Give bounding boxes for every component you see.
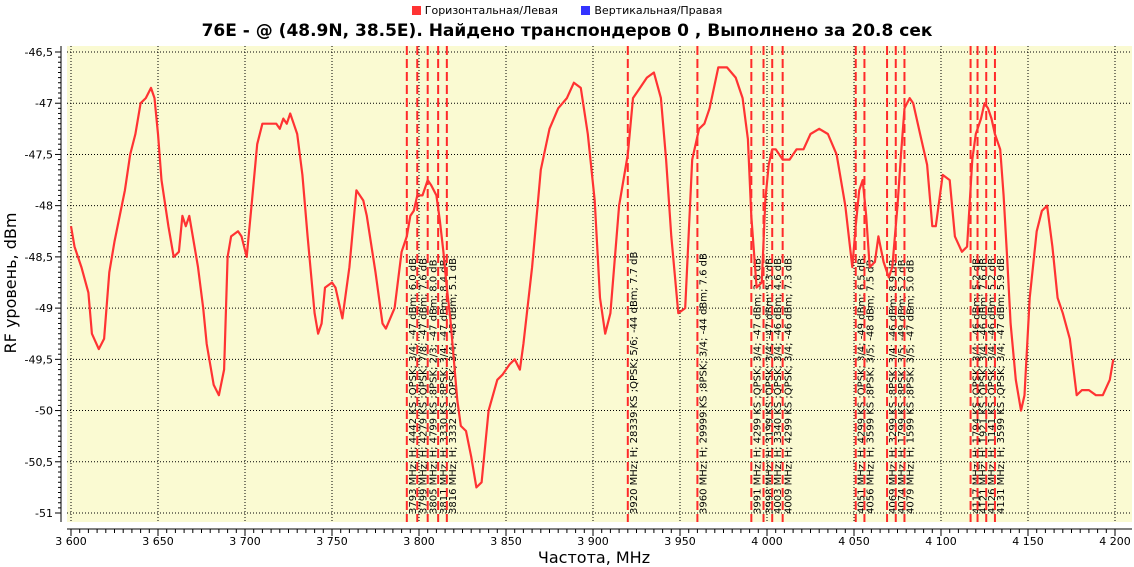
x-tick-label: 4 050 — [838, 535, 870, 548]
x-tick-label: 4 000 — [751, 535, 783, 548]
y-tick-label: -47,5 — [25, 148, 53, 161]
y-axis: -46,5 -47 -47,5 -48 -48,5 -49 -49,5 -50 -50,5 -51… — [1, 46, 62, 522]
x-tick-label: 3 850 — [490, 535, 522, 548]
y-tick-label: -49 — [35, 302, 53, 315]
legend-label: Вертикальная/Правая — [594, 4, 723, 17]
series-line-horizontal — [69, 66, 1115, 489]
transponder-label: 3960 MHz; H; 29999 KS ;8PSK; 3/4; -44 dB… — [698, 253, 709, 514]
x-tick-label: 3 650 — [142, 535, 174, 548]
y-tick-label: -50,5 — [25, 456, 53, 469]
legend-label: Горизонтальная/Левая — [424, 4, 558, 17]
x-tick-label: 4 150 — [1012, 535, 1044, 548]
transponder-label: 4121 MHz; H; 1921 KS ;QPSK; 3/4; -46 dBm… — [979, 258, 990, 514]
y-tick-label: -47 — [35, 97, 53, 110]
y-axis-label: RF уровень, dBm — [1, 213, 20, 354]
grid-lines — [67, 46, 1132, 522]
transponder-label: 4126 MHz; H; 1141 KS ;QPSK; 3/4; -46 dBm… — [987, 258, 998, 514]
transponder-label: 3816 MHz; H; 3332 KS ;QPSK; 3/4; -48 dBm… — [448, 258, 459, 514]
transponder-label: 3793 MHz; H; 4442 KS ;QPSK; 3/4; -47 dBm… — [408, 258, 419, 514]
y-tick-label: -51 — [35, 507, 53, 520]
transponder-label: 3998 MHz; H; 3199 KS ;QPSK; 3/4; -47 dBm… — [765, 258, 776, 514]
legend-swatch-blue-icon — [581, 6, 591, 15]
transponder-label: 4131 MHz; H; 3599 KS ;QPSK; 3/4; -47 dBm… — [996, 258, 1007, 514]
y-tick-label: -46,5 — [25, 46, 53, 59]
x-tick-label: 3 750 — [316, 535, 348, 548]
transponder-label: 4009 MHz; H; 4299 KS ;QPSK; 3/4; -46 dBm… — [784, 258, 795, 514]
y-tick-label: -50 — [35, 405, 53, 418]
transponder-label: 3920 MHz; H; 28339 KS ;QPSK; 5/6; -44 dB… — [629, 251, 640, 514]
x-tick-label: 3 800 — [403, 535, 435, 548]
x-axis-label: Частота, MHz — [538, 548, 650, 567]
y-tick-label: -48,5 — [25, 251, 53, 264]
chart-title: 76E - @ (48.9N, 38.5E). Найдено транспон… — [201, 21, 933, 41]
transponder-label: 4074 MHz; H; 1799 KS ;8PSK; 3/5; -49 dBm… — [897, 259, 908, 514]
transponder-label: 4069 MHz; H; 3299 KS ;8PSK; 3/4; -46 dBm… — [888, 259, 899, 514]
y-tick-label: -48 — [35, 200, 53, 213]
x-tick-label: 4 200 — [1099, 535, 1131, 548]
legend-swatch-red-icon — [411, 6, 421, 15]
legend-item-vertical[interactable]: Вертикальная/Правая — [581, 4, 722, 17]
transponder-label: 4056 MHz; H; 3599 KS ;8PSK; 3/5; -48 dBm… — [865, 259, 876, 514]
x-axis: 3 600 3 650 3 700 3 750 3 800 3 850 3 900 3 950… — [55, 528, 1132, 567]
transponder-label: 3805 MHz; H; 4799 KS ;8PSK; 2/3; -47 dBm… — [429, 259, 440, 514]
transponder-label: 4003 MHz; H; 3340 KS ;QPSK; 3/4; -46 dBm… — [773, 258, 784, 514]
x-tick-label: 3 900 — [577, 535, 609, 548]
transponder-label: 4051 MHz; H; 4299 KS ;QPSK; 3/4; -49 dBm… — [857, 258, 868, 514]
x-tick-label: 4 100 — [925, 535, 957, 548]
x-tick-label: 3 950 — [664, 535, 696, 548]
transponder-label: 3799 MHz; H; 4279 KS ;QPSK; 7/8; -47 dBm… — [418, 258, 429, 514]
x-tick-label: 3 600 — [55, 535, 87, 548]
transponder-label: 3991 MHz; H; 4299 KS ;QPSK; 3/4; -47 dBm… — [752, 258, 763, 514]
transponder-label: 4079 MHz; H; 1599 KS ;8PSK; 3/5; -47 dBm… — [905, 259, 916, 514]
transponder-label: 3811 MHz; H; 3330 KS ;8PSK; 3/4; -47 dBm… — [439, 259, 450, 514]
transponder-markers: 3793 MHz; H; 4442 KS ;QPSK; 3/4; -47 dBm… — [405, 46, 1007, 522]
chart-legend: Горизонтальная/Левая Вертикальная/Правая — [0, 4, 1134, 17]
legend-item-horizontal[interactable]: Горизонтальная/Левая — [411, 4, 558, 17]
y-tick-label: -49,5 — [25, 353, 53, 366]
x-tick-label: 3 700 — [229, 535, 261, 548]
